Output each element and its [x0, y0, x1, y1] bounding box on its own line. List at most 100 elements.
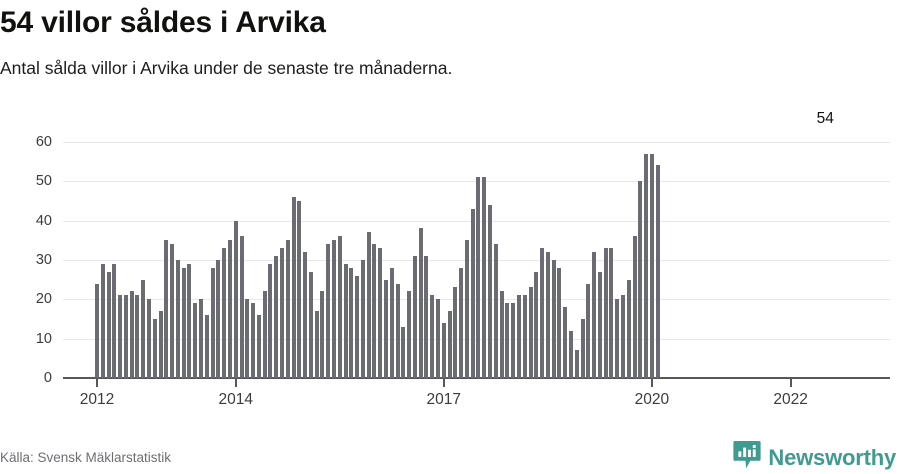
y-axis-tick-label: 60: [35, 133, 52, 150]
bar: [563, 307, 568, 378]
bar: [193, 303, 198, 378]
bar: [372, 244, 377, 378]
bar: [540, 248, 545, 378]
bar: [187, 263, 192, 378]
bar: [574, 350, 579, 378]
bar: [100, 263, 105, 378]
y-axis-tick-label: 10: [35, 330, 52, 347]
bar: [366, 232, 371, 378]
bar: [199, 299, 204, 378]
y-axis-tick-label: 0: [43, 370, 52, 386]
bar: [320, 291, 325, 378]
bar: [175, 259, 180, 378]
bar: [170, 244, 175, 378]
bar: [464, 240, 469, 378]
bar: [557, 267, 562, 378]
bar: [545, 252, 550, 378]
bar: [129, 291, 134, 378]
bar: [291, 196, 296, 378]
chart-plot-area: 0 10 20 30 40 50 60 2012 2014 2017 2020 2022 54: [0, 110, 900, 410]
bar: [424, 256, 429, 378]
bar: [638, 181, 643, 378]
bar: [505, 303, 510, 378]
gridline: [63, 141, 890, 143]
bar: [482, 177, 487, 378]
bar: [655, 165, 660, 378]
bar: [488, 204, 493, 378]
bar: [459, 267, 464, 378]
bar: [389, 267, 394, 378]
x-axis-tick-label: 2022: [773, 391, 808, 408]
bar: [152, 318, 157, 378]
bar: [418, 228, 423, 378]
bar: [401, 326, 406, 378]
bar: [378, 248, 383, 378]
bar: [210, 267, 215, 378]
bar: [615, 299, 620, 378]
bar: [580, 318, 585, 378]
bar: [499, 291, 504, 378]
bar: [586, 283, 591, 378]
x-axis-tick-label: 2017: [426, 391, 462, 408]
bar-series: [0, 110, 900, 410]
bar: [123, 295, 128, 378]
bar: [233, 220, 238, 378]
y-axis-tick-label: 50: [35, 173, 52, 190]
bar: [407, 291, 412, 378]
bar: [626, 279, 631, 378]
bar: [447, 311, 452, 378]
x-axis-tick-label: 2014: [218, 391, 253, 408]
bar: [279, 248, 284, 378]
page-subtitle: Antal sålda villor i Arvika under de sen…: [0, 58, 453, 78]
bar: [511, 303, 516, 378]
brand-name: Newsworthy: [768, 444, 896, 470]
bar: [314, 311, 319, 378]
newsworthy-logo: Newsworthy: [733, 440, 896, 474]
x-axis-tick: [96, 378, 98, 387]
bar: [326, 244, 331, 378]
bar: [470, 208, 475, 378]
x-axis-tick: [234, 378, 237, 387]
bar: [349, 267, 354, 378]
bar: [430, 295, 435, 378]
bar: [112, 263, 117, 378]
bar: [106, 271, 111, 378]
x-axis-line: [63, 377, 890, 379]
bar-chart-bubble-icon: [733, 440, 762, 474]
bar: [268, 263, 273, 378]
bar: [516, 295, 521, 378]
highlighted-value-label: 54: [816, 110, 834, 127]
bar: [308, 271, 313, 378]
bar: [227, 240, 232, 378]
y-axis-tick-label: 40: [35, 212, 52, 229]
bar: [95, 283, 99, 378]
bar: [222, 248, 227, 378]
bar: [285, 240, 290, 378]
bar: [274, 256, 279, 378]
bar: [609, 248, 614, 378]
bar: [251, 303, 256, 378]
bar: [164, 240, 169, 378]
bar: [534, 271, 539, 378]
bar: [649, 153, 654, 378]
bar: [135, 295, 140, 378]
bar: [239, 236, 244, 378]
bar: [181, 267, 186, 378]
bar: [343, 263, 348, 378]
bar: [453, 287, 458, 378]
bar: [551, 259, 556, 378]
x-axis-tick: [789, 378, 792, 387]
x-axis-tick-label: 2012: [79, 391, 115, 408]
bar: [118, 295, 123, 378]
bar: [337, 236, 342, 378]
x-axis-tick-label: 2020: [634, 391, 670, 408]
x-axis-tick: [650, 378, 653, 387]
bar: [620, 295, 625, 378]
bar: [597, 271, 602, 378]
source-note: Källa: Svensk Mäklarstatistik: [0, 450, 172, 465]
bar: [603, 248, 608, 378]
bar: [412, 256, 417, 378]
bar: [331, 240, 336, 378]
bar: [441, 322, 446, 378]
